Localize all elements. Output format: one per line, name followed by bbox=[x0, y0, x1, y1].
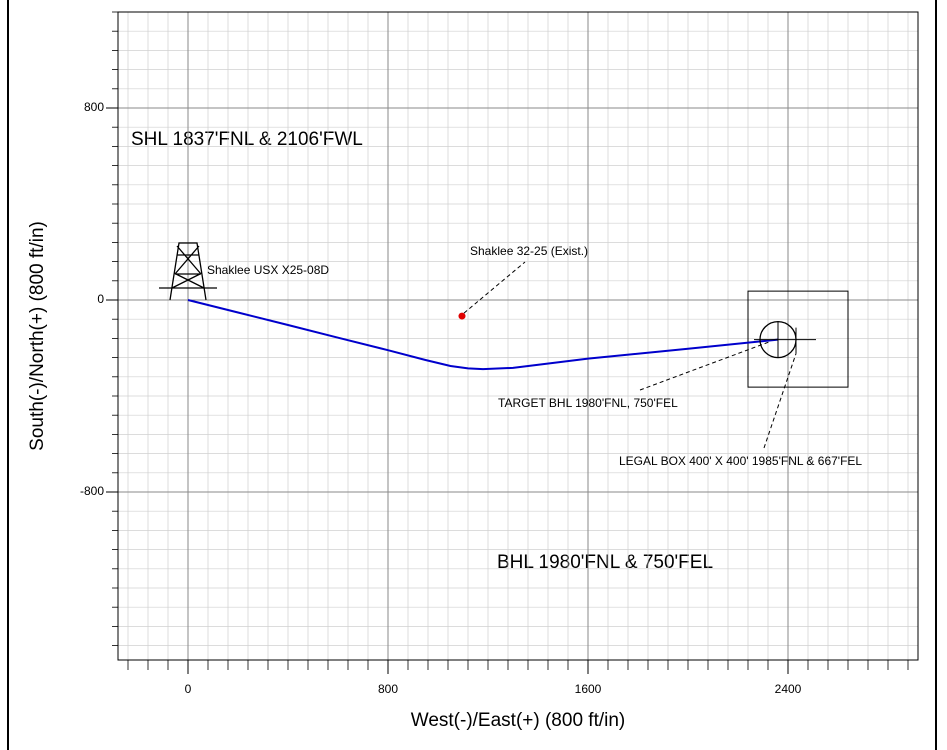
legal-box-leader bbox=[763, 353, 797, 449]
bhl-annotation: BHL 1980'FNL & 750'FEL bbox=[497, 552, 713, 573]
target-leader bbox=[639, 341, 771, 391]
x-axis-label: West(-)/East(+) (800 ft/in) bbox=[411, 710, 626, 731]
well-label: Shaklee USX X25-08D bbox=[207, 263, 329, 277]
existing-label: Shaklee 32-25 (Exist.) bbox=[470, 244, 588, 258]
y-tick-label: 800 bbox=[84, 100, 104, 114]
shl-annotation: SHL 1837'FNL & 2106'FWL bbox=[131, 129, 363, 150]
plot-frame bbox=[117, 11, 919, 661]
y-tick-label: 0 bbox=[97, 292, 104, 306]
x-tick-label: 1600 bbox=[575, 682, 602, 696]
existing-well bbox=[458, 312, 466, 320]
target-label: TARGET BHL 1980'FNL, 750'FEL bbox=[498, 396, 678, 410]
legal-box-label: LEGAL BOX 400' X 400' 1985'FNL & 667'FEL bbox=[619, 454, 862, 468]
x-tick-label: 2400 bbox=[775, 682, 802, 696]
y-axis-label: South(-)/North(+) (800 ft/in) bbox=[27, 221, 48, 451]
existing-leader bbox=[463, 261, 526, 314]
well-path bbox=[187, 299, 779, 371]
x-tick-label: 0 bbox=[185, 682, 192, 696]
rig-icon bbox=[159, 242, 217, 301]
x-tick-label: 800 bbox=[378, 682, 398, 696]
y-tick-label: -800 bbox=[80, 484, 104, 498]
legal-box bbox=[747, 290, 849, 388]
